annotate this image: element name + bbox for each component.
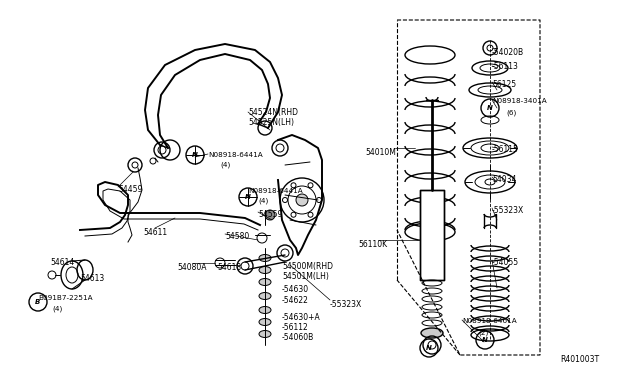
Ellipse shape (259, 318, 271, 326)
Text: -54060B: -54060B (282, 333, 314, 342)
Text: 54500M(RHD: 54500M(RHD (282, 262, 333, 271)
Text: N: N (192, 152, 198, 158)
Ellipse shape (259, 330, 271, 337)
Text: N08918-6441A: N08918-6441A (208, 152, 263, 158)
Text: 54613: 54613 (80, 274, 104, 283)
Text: -54630: -54630 (282, 285, 309, 294)
Text: (4): (4) (220, 162, 230, 169)
Circle shape (483, 41, 497, 55)
Text: -56112: -56112 (282, 323, 308, 332)
Ellipse shape (259, 307, 271, 314)
Text: N08918-6461A: N08918-6461A (462, 318, 516, 324)
Text: -56113: -56113 (492, 62, 519, 71)
Text: -55323X: -55323X (492, 206, 524, 215)
Text: -56115: -56115 (492, 145, 519, 154)
Text: 56110K: 56110K (358, 240, 387, 249)
Text: (4): (4) (52, 305, 62, 311)
Text: (6): (6) (506, 109, 516, 115)
Ellipse shape (259, 292, 271, 299)
Circle shape (296, 194, 308, 206)
Text: -54630+A: -54630+A (282, 313, 321, 322)
Text: N: N (487, 105, 493, 111)
Ellipse shape (259, 279, 271, 285)
Text: N: N (426, 345, 432, 351)
Text: 54034: 54034 (492, 175, 516, 184)
Text: 54524N(RHD: 54524N(RHD (248, 108, 298, 117)
Text: 54501M(LH): 54501M(LH) (282, 272, 329, 281)
Text: 56125: 56125 (492, 80, 516, 89)
Text: N: N (245, 194, 251, 200)
Ellipse shape (421, 328, 443, 338)
Text: -54055: -54055 (492, 258, 519, 267)
Text: N08918-3401A: N08918-3401A (492, 98, 547, 104)
Text: N08918-6441A: N08918-6441A (248, 188, 303, 194)
Circle shape (265, 210, 275, 220)
Text: -54622: -54622 (282, 296, 309, 305)
Text: 54618: 54618 (217, 263, 241, 272)
Text: R401003T: R401003T (560, 355, 599, 364)
Ellipse shape (259, 266, 271, 273)
Ellipse shape (259, 254, 271, 262)
Text: 54580: 54580 (225, 232, 249, 241)
Text: 54080A: 54080A (177, 263, 207, 272)
Text: 54459: 54459 (118, 185, 142, 194)
Text: (4): (4) (258, 198, 268, 205)
Text: B091B7-2251A: B091B7-2251A (38, 295, 93, 301)
Text: B: B (35, 299, 41, 305)
Text: 54525N(LH): 54525N(LH) (248, 118, 294, 127)
Text: -55323X: -55323X (330, 300, 362, 309)
Text: (2): (2) (478, 329, 488, 336)
Text: 54010M: 54010M (365, 148, 396, 157)
Text: -54020B: -54020B (492, 48, 524, 57)
FancyBboxPatch shape (420, 190, 444, 280)
Text: N: N (482, 337, 488, 343)
Text: 54614: 54614 (50, 258, 74, 267)
Text: 54611: 54611 (143, 228, 167, 237)
Text: 54559: 54559 (258, 210, 282, 219)
